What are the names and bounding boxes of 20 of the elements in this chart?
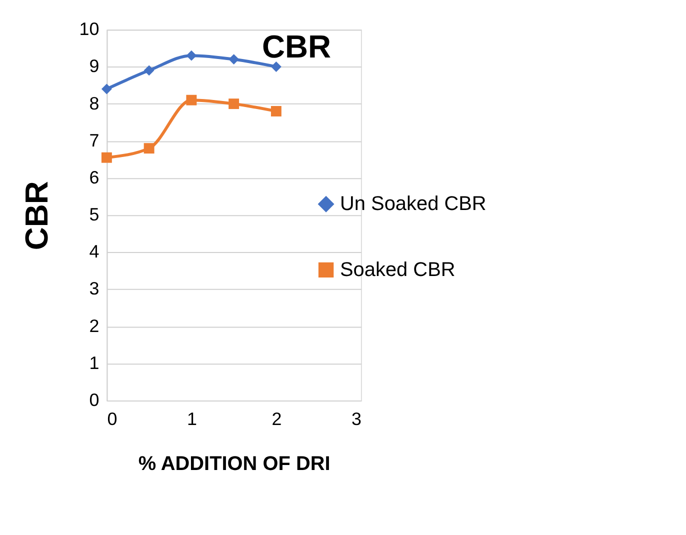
x-axis-title: % ADDITION OF DRI [138,452,330,475]
y-tick-label: 3 [89,278,100,299]
y-tick-label: 2 [89,316,100,336]
legend-label: Soaked CBR [340,258,456,281]
x-tick-label: 0 [107,408,118,429]
y-tick-label: 9 [89,56,100,76]
x-tick-label: 3 [351,408,362,429]
y-axis-title: CBR [18,181,54,250]
y-tick-label: 7 [89,130,100,150]
legend-label: Un Soaked CBR [340,193,486,216]
y-tick-label: 6 [89,167,100,188]
y-tick-label: 8 [89,93,100,114]
chart-title: CBR [262,28,332,65]
y-tick-label: 4 [89,242,100,262]
y-tick-label: 1 [89,352,100,373]
x-tick-label: 1 [186,408,197,429]
y-tick-label: 10 [79,19,100,40]
y-tick-label: 5 [89,204,100,225]
x-tick-label: 2 [272,408,282,429]
y-tick-label: 0 [89,390,100,410]
